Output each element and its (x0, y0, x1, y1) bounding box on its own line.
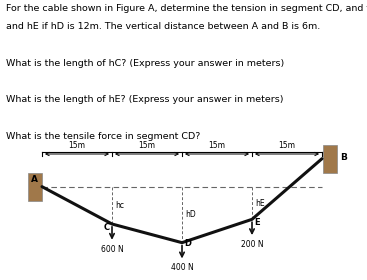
Text: C: C (103, 223, 110, 232)
Bar (28, 173, 42, 201)
Text: hE: hE (256, 199, 265, 207)
Text: 15m: 15m (138, 141, 156, 150)
Text: 600 N: 600 N (101, 244, 123, 253)
Text: E: E (254, 218, 259, 227)
Text: hD: hD (186, 210, 196, 219)
Text: What is the length of hE? (Express your answer in meters): What is the length of hE? (Express your … (6, 95, 283, 104)
Text: What is the tensile force in segment CD?: What is the tensile force in segment CD? (6, 132, 200, 141)
Text: 200 N: 200 N (241, 240, 263, 249)
Bar (323, 145, 337, 173)
Text: hc: hc (116, 201, 125, 210)
Text: 15m: 15m (279, 141, 295, 150)
Text: D: D (184, 239, 191, 248)
Text: 400 N: 400 N (171, 263, 193, 272)
Text: 15m: 15m (69, 141, 86, 150)
Text: A: A (31, 175, 38, 184)
Text: and hE if hD is 12m. The vertical distance between A and B is 6m.: and hE if hD is 12m. The vertical distan… (6, 22, 320, 31)
Text: 15m: 15m (208, 141, 225, 150)
Text: B: B (340, 153, 346, 162)
Text: For the cable shown in Figure A, determine the tension in segment CD, and the va: For the cable shown in Figure A, determi… (6, 4, 367, 13)
Text: What is the length of hC? (Express your answer in meters): What is the length of hC? (Express your … (6, 59, 284, 68)
